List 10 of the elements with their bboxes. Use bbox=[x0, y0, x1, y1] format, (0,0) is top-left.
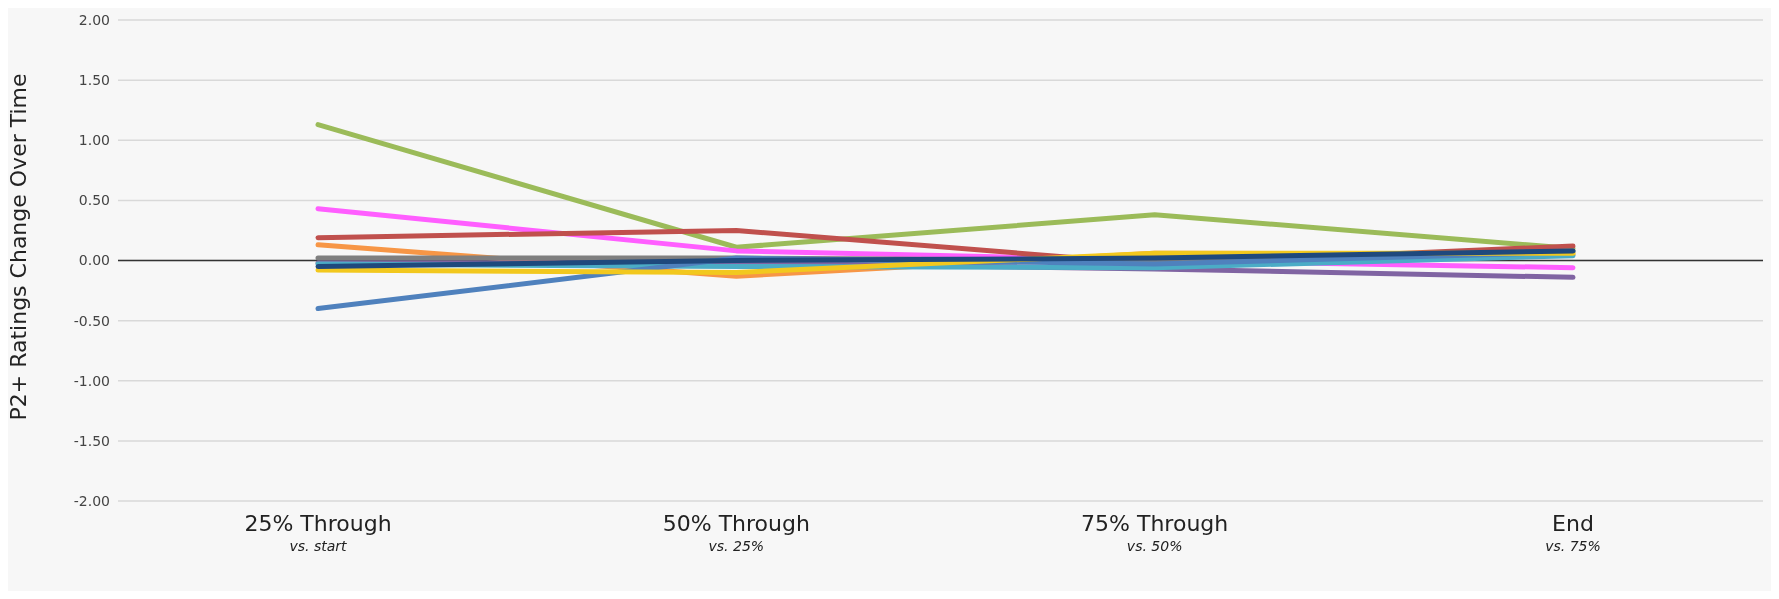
y-tick-label: 1.00 bbox=[78, 132, 110, 149]
y-tick-label: 1.50 bbox=[78, 72, 110, 89]
y-tick-label: -2.00 bbox=[73, 492, 110, 509]
y-axis-title: P2+ Ratings Change Over Time bbox=[5, 73, 31, 421]
y-tick-label: 2.00 bbox=[78, 11, 110, 28]
y-tick-label: -1.50 bbox=[73, 432, 110, 449]
y-tick-label: -1.00 bbox=[73, 372, 110, 389]
y-tick-label: 0.00 bbox=[78, 252, 110, 269]
y-tick-label: 0.50 bbox=[78, 192, 110, 209]
y-tick-label: -0.50 bbox=[73, 312, 110, 329]
